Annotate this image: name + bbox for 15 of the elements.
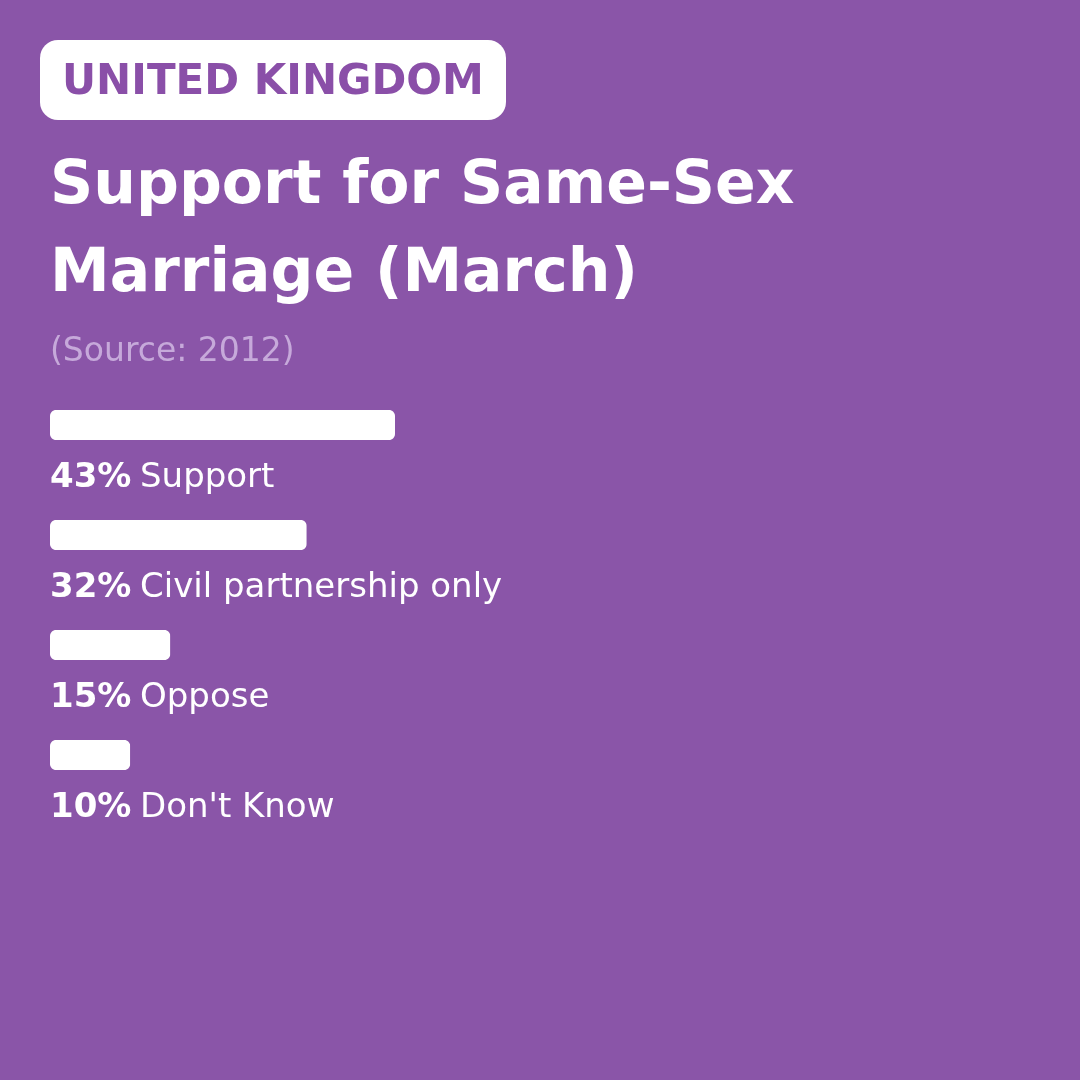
- text: (Source: 2012): [50, 330, 295, 369]
- data-label: 43%: [50, 455, 132, 495]
- data-label: 32%: [50, 565, 132, 605]
- data-label: 15%: [50, 675, 132, 715]
- data-label: 10%: [50, 785, 132, 825]
- bar: [50, 410, 395, 440]
- chart-title: Support for Same-Sex Marriage (March): [50, 146, 796, 307]
- y-tick-label: Don't Know: [140, 785, 335, 825]
- bar: [50, 740, 131, 770]
- text: UNITED KINGDOM: [40, 40, 506, 120]
- y-tick-label: Support: [140, 455, 275, 495]
- y-tick-label: Civil partnership only: [140, 565, 503, 605]
- bar: [50, 520, 307, 550]
- y-tick-label: Oppose: [140, 675, 270, 715]
- bar: [50, 630, 171, 660]
